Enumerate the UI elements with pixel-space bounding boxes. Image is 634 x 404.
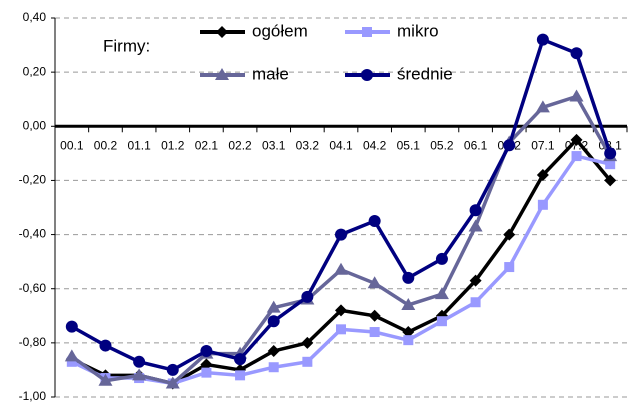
data-point [402, 326, 415, 339]
data-point [334, 262, 348, 275]
data-point [65, 320, 78, 333]
data-point [132, 368, 147, 381]
data-point [234, 353, 247, 366]
data-point [267, 344, 280, 357]
data-point [268, 362, 279, 373]
data-point [469, 204, 482, 217]
x-tick-label: 01.1 [127, 138, 151, 152]
data-point [536, 169, 549, 182]
data-point [571, 151, 582, 162]
y-tick-label: 0,40 [23, 10, 47, 24]
data-point [368, 215, 381, 228]
legend-marker [361, 69, 373, 81]
data-point [165, 376, 180, 389]
data-point [434, 287, 449, 300]
data-point [200, 358, 213, 371]
data-point [336, 324, 346, 335]
data-point [470, 297, 481, 308]
data-point [335, 304, 347, 317]
data-point [200, 344, 213, 357]
x-tick-label: 04.1 [329, 138, 353, 152]
data-point [503, 139, 516, 152]
data-point [570, 47, 583, 60]
data-point [535, 100, 550, 113]
data-point [133, 355, 146, 368]
data-point [301, 336, 314, 349]
y-tick-label: -0,20 [19, 173, 47, 187]
y-tick-label: -0,60 [19, 281, 47, 295]
data-point [468, 219, 483, 232]
x-tick-label: 02.1 [195, 138, 219, 152]
y-tick-label: 0,20 [23, 64, 47, 78]
x-tick-label: 04.2 [363, 138, 387, 152]
data-point [570, 133, 583, 146]
y-tick-label: 0,00 [23, 118, 47, 132]
data-point [436, 316, 447, 327]
data-point [536, 33, 549, 46]
data-point [402, 271, 415, 284]
data-point [302, 356, 313, 367]
data-point [98, 373, 113, 386]
legend-label: małe [252, 64, 289, 83]
legend-label: mikro [397, 21, 439, 40]
data-point [503, 228, 516, 241]
x-tick-label: 05.1 [397, 138, 421, 152]
legend-title: Firmy: [103, 36, 150, 55]
data-point [604, 174, 617, 187]
data-point [267, 315, 280, 328]
x-tick-label: 00.1 [60, 138, 84, 152]
x-tick-label: 02.2 [228, 138, 252, 152]
x-tick-label: 06.1 [464, 138, 488, 152]
data-point [99, 339, 112, 352]
data-point [66, 356, 77, 367]
x-tick-label: 07.1 [531, 138, 555, 152]
y-tick-label: -1,00 [19, 389, 47, 403]
x-tick-label: 03.2 [296, 138, 320, 152]
data-point [569, 89, 584, 102]
data-point [401, 297, 416, 310]
legend-label: ogółem [252, 21, 308, 40]
data-point [369, 327, 380, 338]
data-point [469, 274, 482, 287]
legend-marker [216, 26, 228, 38]
data-point [335, 228, 347, 241]
data-point [301, 290, 314, 303]
data-point [435, 252, 448, 265]
y-tick-label: -0,80 [19, 335, 47, 349]
series-line [70, 37, 612, 372]
x-tick-label: 00.2 [94, 138, 118, 152]
data-point [604, 147, 617, 160]
x-tick-label: 01.2 [161, 138, 185, 152]
legend-marker [215, 68, 229, 80]
data-point [537, 199, 548, 210]
data-point [201, 367, 212, 378]
data-point [166, 363, 179, 376]
data-point [64, 349, 79, 362]
data-point [266, 300, 281, 313]
y-tick-label: -0,40 [19, 227, 47, 241]
legend-marker [362, 27, 372, 37]
data-point [235, 370, 246, 381]
data-point [367, 276, 382, 289]
data-point [504, 262, 515, 273]
data-point [368, 309, 381, 322]
x-tick-label: 03.1 [262, 138, 286, 152]
data-point [403, 335, 414, 346]
data-point [605, 159, 616, 170]
legend-label: średnie [397, 64, 453, 83]
series-line [71, 137, 612, 386]
x-tick-label: 05.2 [430, 138, 454, 152]
